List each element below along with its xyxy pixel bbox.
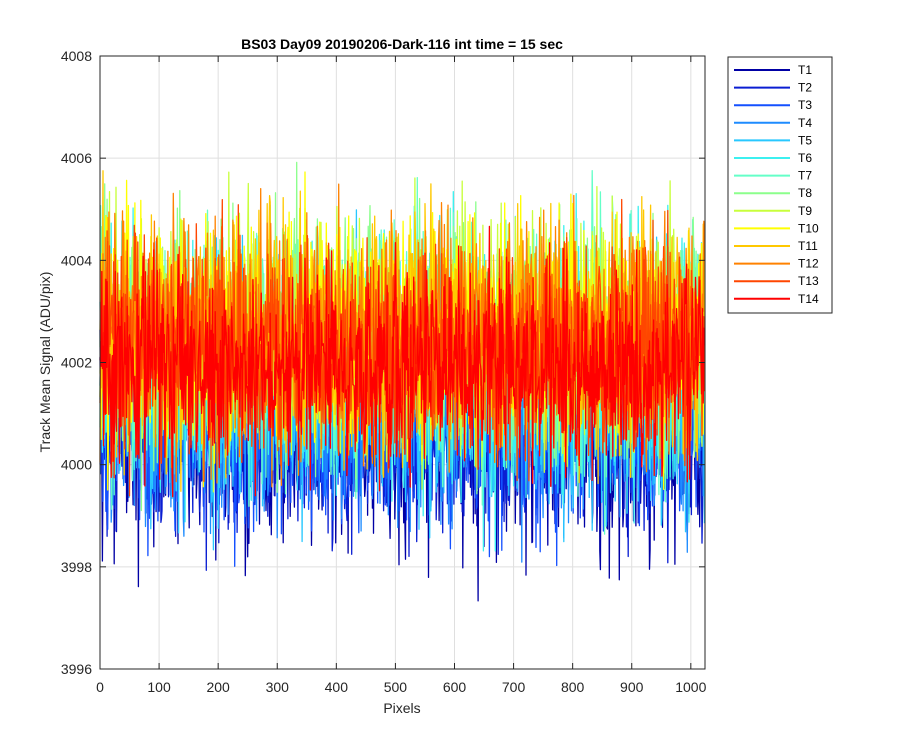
legend-label-t1: T1 — [798, 63, 812, 77]
series-lines — [99, 161, 706, 602]
y-tick-label: 3998 — [61, 559, 92, 575]
legend-label-t10: T10 — [798, 221, 819, 235]
y-tick-label: 4008 — [61, 48, 92, 64]
y-tick-label: 3996 — [61, 661, 92, 677]
x-tick-label: 900 — [620, 679, 644, 695]
x-tick-label: 600 — [443, 679, 467, 695]
x-axis-title: Pixels — [383, 700, 420, 716]
legend-label-t3: T3 — [798, 98, 812, 112]
legend: T1 T2 T3 T4 T5 T6 T7 T8 T9 T10 T11 T12 T13 T14 — [727, 56, 833, 314]
legend-items: T1 T2 T3 T4 T5 T6 T7 T8 T9 T10 T11 T12 T13 T14 — [734, 63, 819, 306]
y-axis-title: Track Mean Signal (ADU/pix) — [37, 272, 53, 453]
legend-label-t6: T6 — [798, 151, 812, 165]
series-line-t14 — [99, 225, 706, 498]
x-tick-label: 100 — [147, 679, 171, 695]
x-tick-label: 0 — [96, 679, 104, 695]
legend-label-t5: T5 — [798, 133, 812, 147]
legend-label-t2: T2 — [798, 81, 812, 95]
x-tick-label: 1000 — [675, 679, 706, 695]
x-tick-label: 500 — [384, 679, 408, 695]
y-tick-label: 4004 — [61, 252, 92, 268]
legend-label-t12: T12 — [798, 257, 819, 271]
x-tick-label: 200 — [206, 679, 230, 695]
axis-ticks: 0 100 200 300 400 500 600 700 800 900 1000 3996 3998… — [61, 48, 707, 695]
x-tick-label: 400 — [325, 679, 349, 695]
x-tick-label: 300 — [266, 679, 290, 695]
x-tick-label: 700 — [502, 679, 526, 695]
legend-label-t11: T11 — [798, 239, 818, 253]
y-tick-label: 4002 — [61, 355, 92, 371]
legend-label-t8: T8 — [798, 186, 812, 200]
legend-box — [727, 56, 833, 314]
legend-label-t13: T13 — [798, 274, 819, 288]
y-tick-label: 4006 — [61, 150, 92, 166]
chart-title: BS03 Day09 20190206-Dark-116 int time = … — [241, 36, 563, 52]
legend-label-t4: T4 — [798, 116, 812, 130]
legend-label-t7: T7 — [798, 169, 812, 183]
x-tick-label: 800 — [561, 679, 585, 695]
legend-label-t14: T14 — [798, 292, 819, 306]
y-tick-label: 4000 — [61, 457, 92, 473]
legend-label-t9: T9 — [798, 204, 812, 218]
